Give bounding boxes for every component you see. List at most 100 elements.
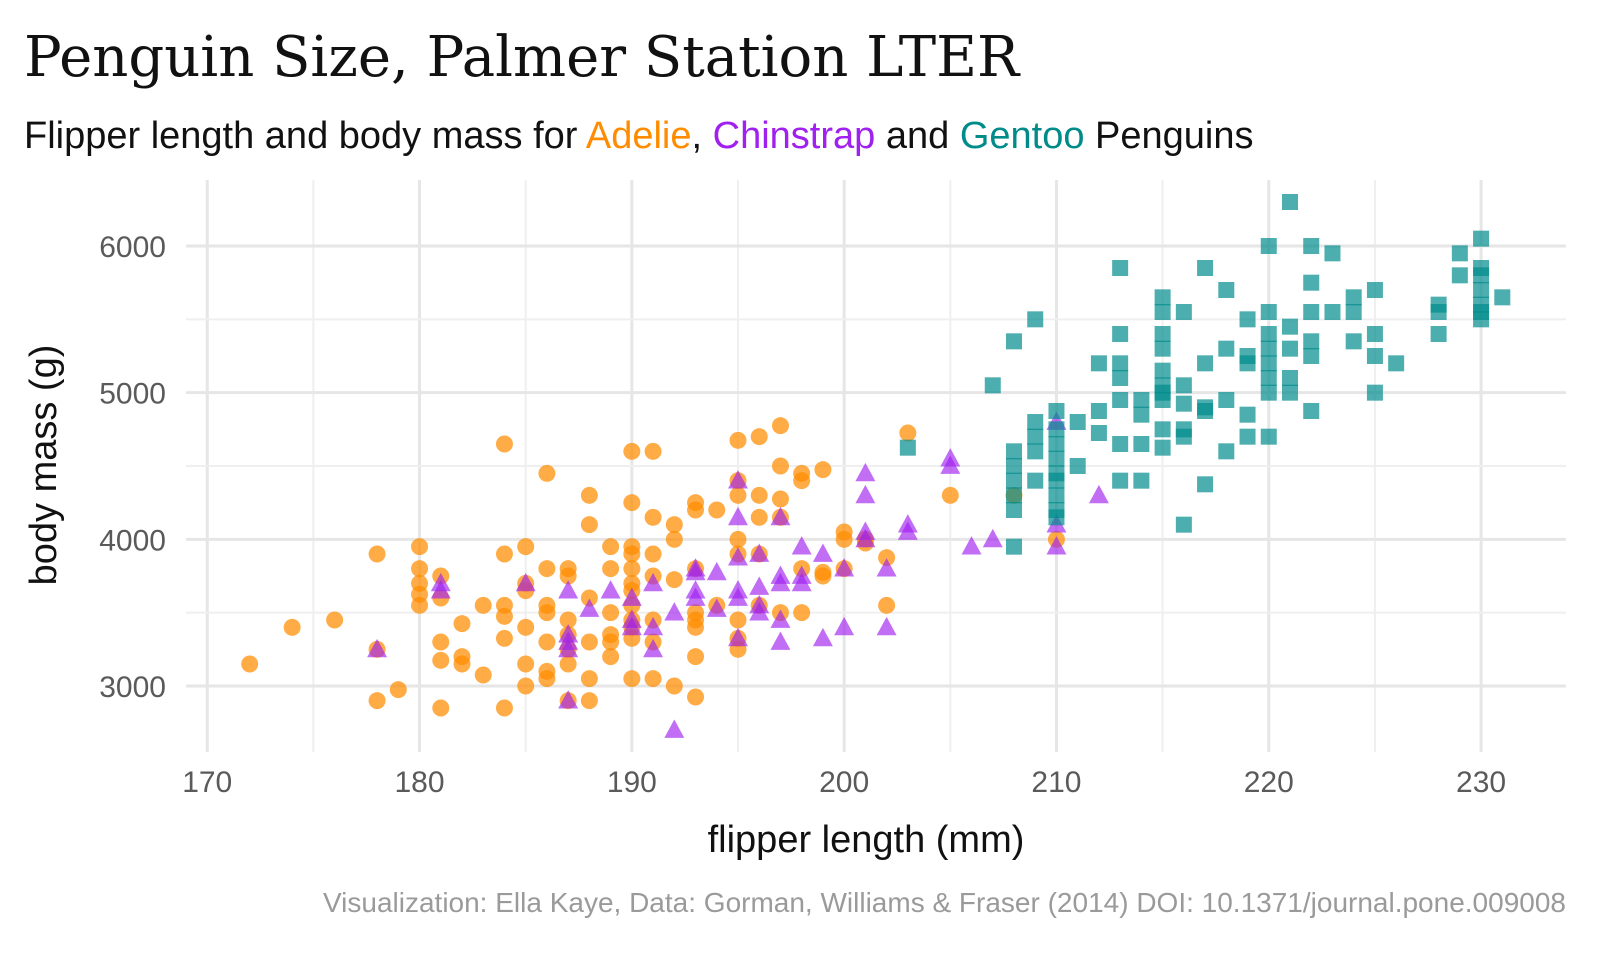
- adelie-point: [729, 431, 747, 449]
- chinstrap-point: [1088, 484, 1109, 504]
- adelie-point: [665, 530, 683, 548]
- gentoo-point: [1473, 267, 1490, 284]
- adelie-point: [665, 516, 683, 534]
- x-tick-label: 190: [607, 766, 657, 799]
- gentoo-point: [1197, 403, 1214, 419]
- adelie-point: [687, 501, 705, 519]
- adelie-point: [644, 545, 662, 563]
- gentoo-point: [1218, 443, 1235, 460]
- gentoo-point: [1133, 406, 1150, 423]
- chinstrap-point: [685, 587, 706, 606]
- adelie-point: [708, 501, 726, 519]
- gentoo-point: [1006, 538, 1022, 555]
- gentoo-point: [1197, 355, 1214, 372]
- adelie-point: [580, 516, 598, 534]
- gentoo-point: [1260, 428, 1277, 445]
- chinstrap-point: [876, 558, 897, 577]
- chinstrap-point: [876, 616, 897, 636]
- gentoo-point: [1048, 421, 1065, 438]
- gentoo-point: [1473, 230, 1490, 247]
- adelie-point: [750, 428, 768, 446]
- gentoo-point: [1345, 304, 1362, 320]
- chart-caption: Visualization: Ella Kaye, Data: Gorman, …: [323, 887, 1566, 918]
- gentoo-point: [1048, 509, 1065, 526]
- chinstrap-point: [897, 521, 918, 540]
- adelie-point: [517, 655, 535, 673]
- adelie-point: [580, 670, 598, 688]
- adelie-point: [644, 670, 662, 688]
- adelie-point: [368, 692, 386, 710]
- gentoo-point: [1388, 355, 1405, 372]
- adelie-point: [326, 611, 344, 629]
- chinstrap-point: [621, 616, 642, 636]
- gentoo-point: [1048, 403, 1065, 419]
- gentoo-point: [1260, 326, 1277, 342]
- adelie-point: [432, 699, 450, 717]
- gentoo-point: [1451, 245, 1468, 262]
- gentoo-point: [1345, 333, 1362, 350]
- adelie-point: [559, 655, 577, 673]
- chinstrap-point: [961, 536, 982, 555]
- gentoo-point: [1303, 333, 1320, 350]
- gentoo-point: [1112, 326, 1129, 342]
- gentoo-point: [1260, 384, 1277, 401]
- gentoo-point: [1112, 472, 1129, 489]
- adelie-point: [941, 486, 959, 504]
- adelie-point: [495, 435, 513, 453]
- adelie-point: [495, 545, 513, 563]
- gentoo-point: [1303, 403, 1320, 419]
- adelie-point: [241, 655, 259, 673]
- x-tick-label: 170: [182, 766, 232, 799]
- gentoo-point: [1154, 362, 1171, 379]
- adelie-point: [411, 596, 429, 614]
- adelie-point: [729, 486, 747, 504]
- gentoo-point: [1451, 267, 1468, 284]
- adelie-point: [538, 560, 556, 578]
- adelie-point: [771, 490, 789, 508]
- chinstrap-point: [834, 558, 855, 577]
- chinstrap-point: [855, 462, 876, 482]
- gentoo-point: [1112, 392, 1129, 408]
- adelie-point: [602, 648, 620, 666]
- gentoo-point: [1197, 260, 1214, 276]
- gentoo-point: [1048, 450, 1065, 467]
- gentoo-point: [1090, 403, 1107, 419]
- gentoo-point: [1282, 340, 1298, 357]
- chinstrap-point: [812, 627, 833, 647]
- adelie-point: [453, 615, 471, 633]
- subtitle-part: ,: [692, 115, 713, 157]
- gentoo-point: [1303, 304, 1320, 320]
- gentoo-point: [1366, 384, 1383, 401]
- adelie-point: [580, 633, 598, 651]
- adelie-point: [538, 464, 556, 482]
- adelie-point: [389, 681, 407, 699]
- chinstrap-point: [1046, 536, 1067, 555]
- gentoo-point: [1027, 472, 1044, 489]
- adelie-point: [687, 618, 705, 636]
- gentoo-point: [1090, 355, 1107, 372]
- adelie-point: [580, 486, 598, 504]
- subtitle-part: Gentoo: [960, 115, 1085, 157]
- adelie-point: [835, 530, 853, 548]
- adelie-point: [814, 567, 832, 585]
- gentoo-point: [1260, 304, 1277, 320]
- subtitle-part: Adelie: [586, 115, 692, 157]
- chinstrap-point: [643, 572, 664, 592]
- chinstrap-point: [685, 561, 706, 581]
- gentoo-point: [1154, 304, 1171, 320]
- gentoo-point: [1303, 348, 1320, 364]
- gentoo-point: [1473, 282, 1490, 298]
- chinstrap-point: [558, 638, 579, 658]
- chinstrap-point: [664, 719, 685, 738]
- x-axis-ticks: 170 180 190 200 210 220 230: [182, 766, 1506, 799]
- adelie-point: [453, 655, 471, 673]
- adelie-point: [411, 538, 429, 556]
- gentoo-point: [1090, 425, 1107, 441]
- adelie-point: [474, 666, 492, 684]
- adelie-point: [602, 633, 620, 651]
- chinstrap-point: [770, 631, 791, 650]
- gentoo-point: [1006, 502, 1022, 518]
- chinstrap-point: [855, 528, 876, 548]
- gentoo-point: [984, 377, 1001, 394]
